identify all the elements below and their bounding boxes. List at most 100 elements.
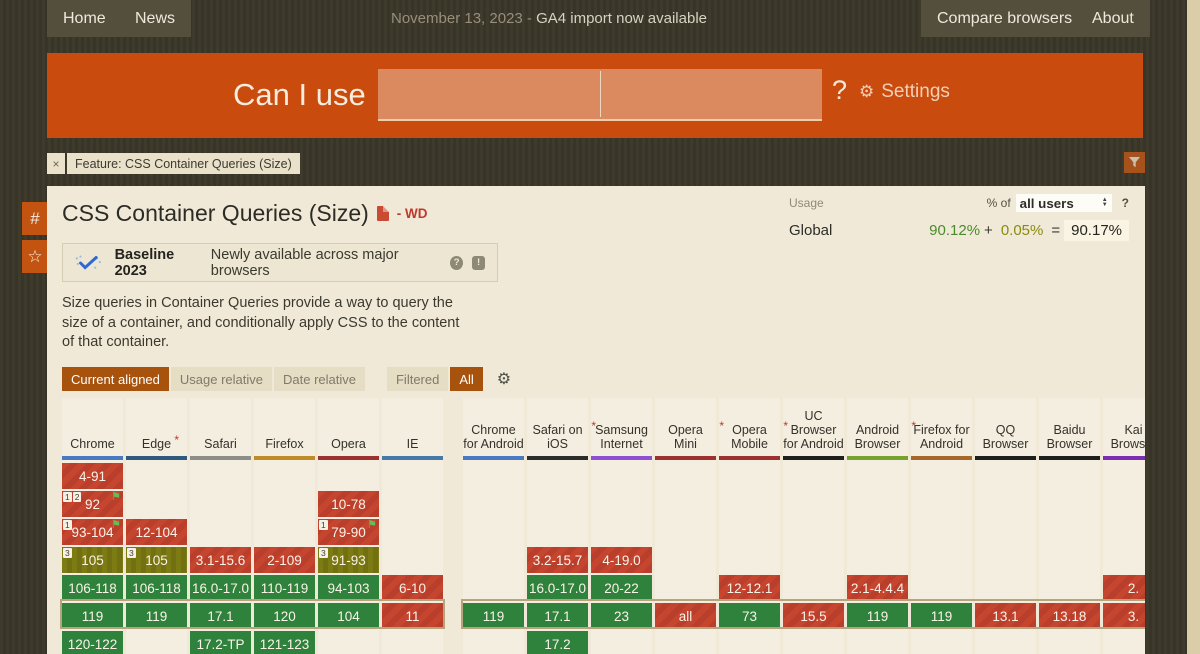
feature-panel: CSS Container Queries (Size) - WD Usage … [47, 186, 1145, 654]
browser-color-bar [783, 456, 844, 460]
spec-document-icon[interactable] [376, 206, 389, 221]
browser-column: UC Browser for Android 15.5 [783, 398, 844, 654]
page-scrollbar[interactable] [1187, 0, 1200, 654]
baseline-feedback-icon[interactable]: ! [472, 255, 485, 270]
support-cell[interactable]: 121-123 [254, 631, 315, 654]
support-cell[interactable]: 15.5 [783, 603, 844, 629]
support-cell[interactable]: 3.1-15.6 [190, 547, 251, 573]
support-cell[interactable]: 119 [62, 603, 123, 629]
control-all[interactable]: All [450, 367, 483, 391]
site-logo[interactable]: Can I use [233, 77, 366, 112]
browser-name: Firefox [265, 437, 304, 451]
support-cell[interactable]: all [655, 603, 716, 629]
spec-status-link[interactable]: - WD [396, 206, 428, 221]
news-ticker[interactable]: November 13, 2023 - GA4 import now avail… [391, 0, 707, 37]
support-cell[interactable]: 73 [719, 603, 780, 629]
usage-region-select[interactable]: all users ▲ ▼ [1015, 194, 1112, 212]
support-cell[interactable]: 16.0-17.0 [527, 575, 588, 601]
site-header: Can I use ? ⚙ Settings [47, 53, 1143, 138]
feature-tag-label: Feature: CSS Container Queries (Size) [67, 153, 300, 174]
footnote-badge: 2 [72, 492, 82, 502]
table-settings-gear-icon[interactable]: ⚙ [496, 371, 512, 388]
support-cell[interactable]: 110-119 [254, 575, 315, 601]
support-cell[interactable]: 91-93 3 [318, 547, 379, 573]
support-cell[interactable]: 4-19.0 [591, 547, 652, 573]
support-cell[interactable]: 105 3 [126, 547, 187, 573]
browser-column: Kai Browser 2.3. [1103, 398, 1145, 654]
funnel-icon [1129, 157, 1140, 168]
support-cell[interactable]: 106-118 [126, 575, 187, 601]
support-cell[interactable]: 3. [1103, 603, 1145, 629]
settings-label: Settings [881, 81, 950, 102]
control-current-aligned[interactable]: Current aligned [62, 367, 169, 391]
version-rows: 119 [911, 463, 972, 654]
support-cell[interactable]: 3.2-15.7 [527, 547, 588, 573]
browser-color-bar [975, 456, 1036, 460]
support-cell[interactable]: 119 [463, 603, 524, 629]
support-cell[interactable]: 6-10 [382, 575, 443, 601]
support-cell[interactable]: 16.0-17.0 [190, 575, 251, 601]
support-cell[interactable]: 119 [911, 603, 972, 629]
nav-button-home[interactable]: Home [47, 0, 122, 37]
baseline-check-icon [75, 254, 101, 270]
usage-supported-pct: 90.12% [929, 222, 981, 239]
support-cell[interactable]: 13.18 [1039, 603, 1100, 629]
support-cell[interactable]: 104 [318, 603, 379, 629]
browser-color-bar [190, 456, 251, 460]
support-cell[interactable]: 12-12.1 [719, 575, 780, 601]
news-date: November 13, 2023 - [391, 10, 537, 27]
support-cell[interactable]: 2-109 [254, 547, 315, 573]
support-cell[interactable]: 119 [126, 603, 187, 629]
support-cell[interactable]: 2. [1103, 575, 1145, 601]
support-cell[interactable]: 106-118 [62, 575, 123, 601]
footnote-badge: 1 [63, 520, 72, 530]
nav-button-news[interactable]: News [119, 0, 192, 37]
search-input-secondary[interactable] [601, 69, 822, 119]
search-help[interactable]: ? [832, 75, 848, 105]
support-cell[interactable]: 13.1 [975, 603, 1036, 629]
support-cell[interactable]: 4-91 [62, 463, 123, 489]
search-input[interactable] [378, 69, 599, 119]
browser-color-bar [655, 456, 716, 460]
support-cell[interactable]: 119 [847, 603, 908, 629]
support-cell[interactable]: 120-122 [62, 631, 123, 654]
version-rows: 2.1-4.4.4 119 [847, 463, 908, 654]
support-cell[interactable]: 79-90 1 ⚑ [318, 519, 379, 545]
support-cell[interactable]: 93-104 1 ⚑ [62, 519, 123, 545]
support-cell[interactable]: 17.1 [190, 603, 251, 629]
support-cell[interactable]: 20-22 [591, 575, 652, 601]
support-cell[interactable]: 23 [591, 603, 652, 629]
browser-column: Chrome 4-91 92 1 2 ⚑ 93-104 1 ⚑ 105 3 106-118 119 120… [62, 398, 123, 654]
browser-name: Kai Browser [1110, 423, 1145, 451]
control-usage-relative[interactable]: Usage relative [170, 367, 272, 391]
usage-help[interactable]: ? [1121, 196, 1129, 210]
support-cell[interactable]: 105 3 [62, 547, 123, 573]
control-filtered[interactable]: Filtered [386, 367, 449, 391]
favorite-button[interactable]: ☆ [22, 240, 48, 273]
note-asterisk: * [591, 419, 596, 433]
filter-button[interactable] [1124, 152, 1145, 173]
support-cell[interactable]: 17.2 [527, 631, 588, 654]
support-cell[interactable]: 10-78 [318, 491, 379, 517]
support-cell[interactable]: 17.1 [527, 603, 588, 629]
support-cell[interactable]: 120 [254, 603, 315, 629]
support-cell[interactable]: 12-104 [126, 519, 187, 545]
support-cell[interactable]: 11 [382, 603, 443, 629]
support-cell[interactable]: 94-103 [318, 575, 379, 601]
nav-button-compare-browsers[interactable]: Compare browsers [921, 0, 1089, 37]
baseline-help-icon[interactable]: ? [450, 255, 464, 270]
gear-icon: ⚙ [859, 82, 875, 101]
control-date-relative[interactable]: Date relative [274, 367, 365, 391]
browser-column: IE 6-10 11 [382, 398, 443, 654]
footnote-badges: 3 [319, 548, 328, 558]
nav-button-about[interactable]: About [1076, 0, 1150, 37]
support-cell[interactable]: 2.1-4.4.4 [847, 575, 908, 601]
browser-column: Chrome for Android 119 [463, 398, 524, 654]
feature-tag-close-button[interactable]: × [47, 153, 65, 174]
page-title: CSS Container Queries (Size) [62, 200, 369, 226]
support-cell[interactable]: 17.2-TP [190, 631, 251, 654]
permalink-button[interactable]: # [22, 202, 48, 235]
settings-button[interactable]: ⚙ Settings [859, 81, 950, 103]
support-cell[interactable]: 92 1 2 ⚑ [62, 491, 123, 517]
